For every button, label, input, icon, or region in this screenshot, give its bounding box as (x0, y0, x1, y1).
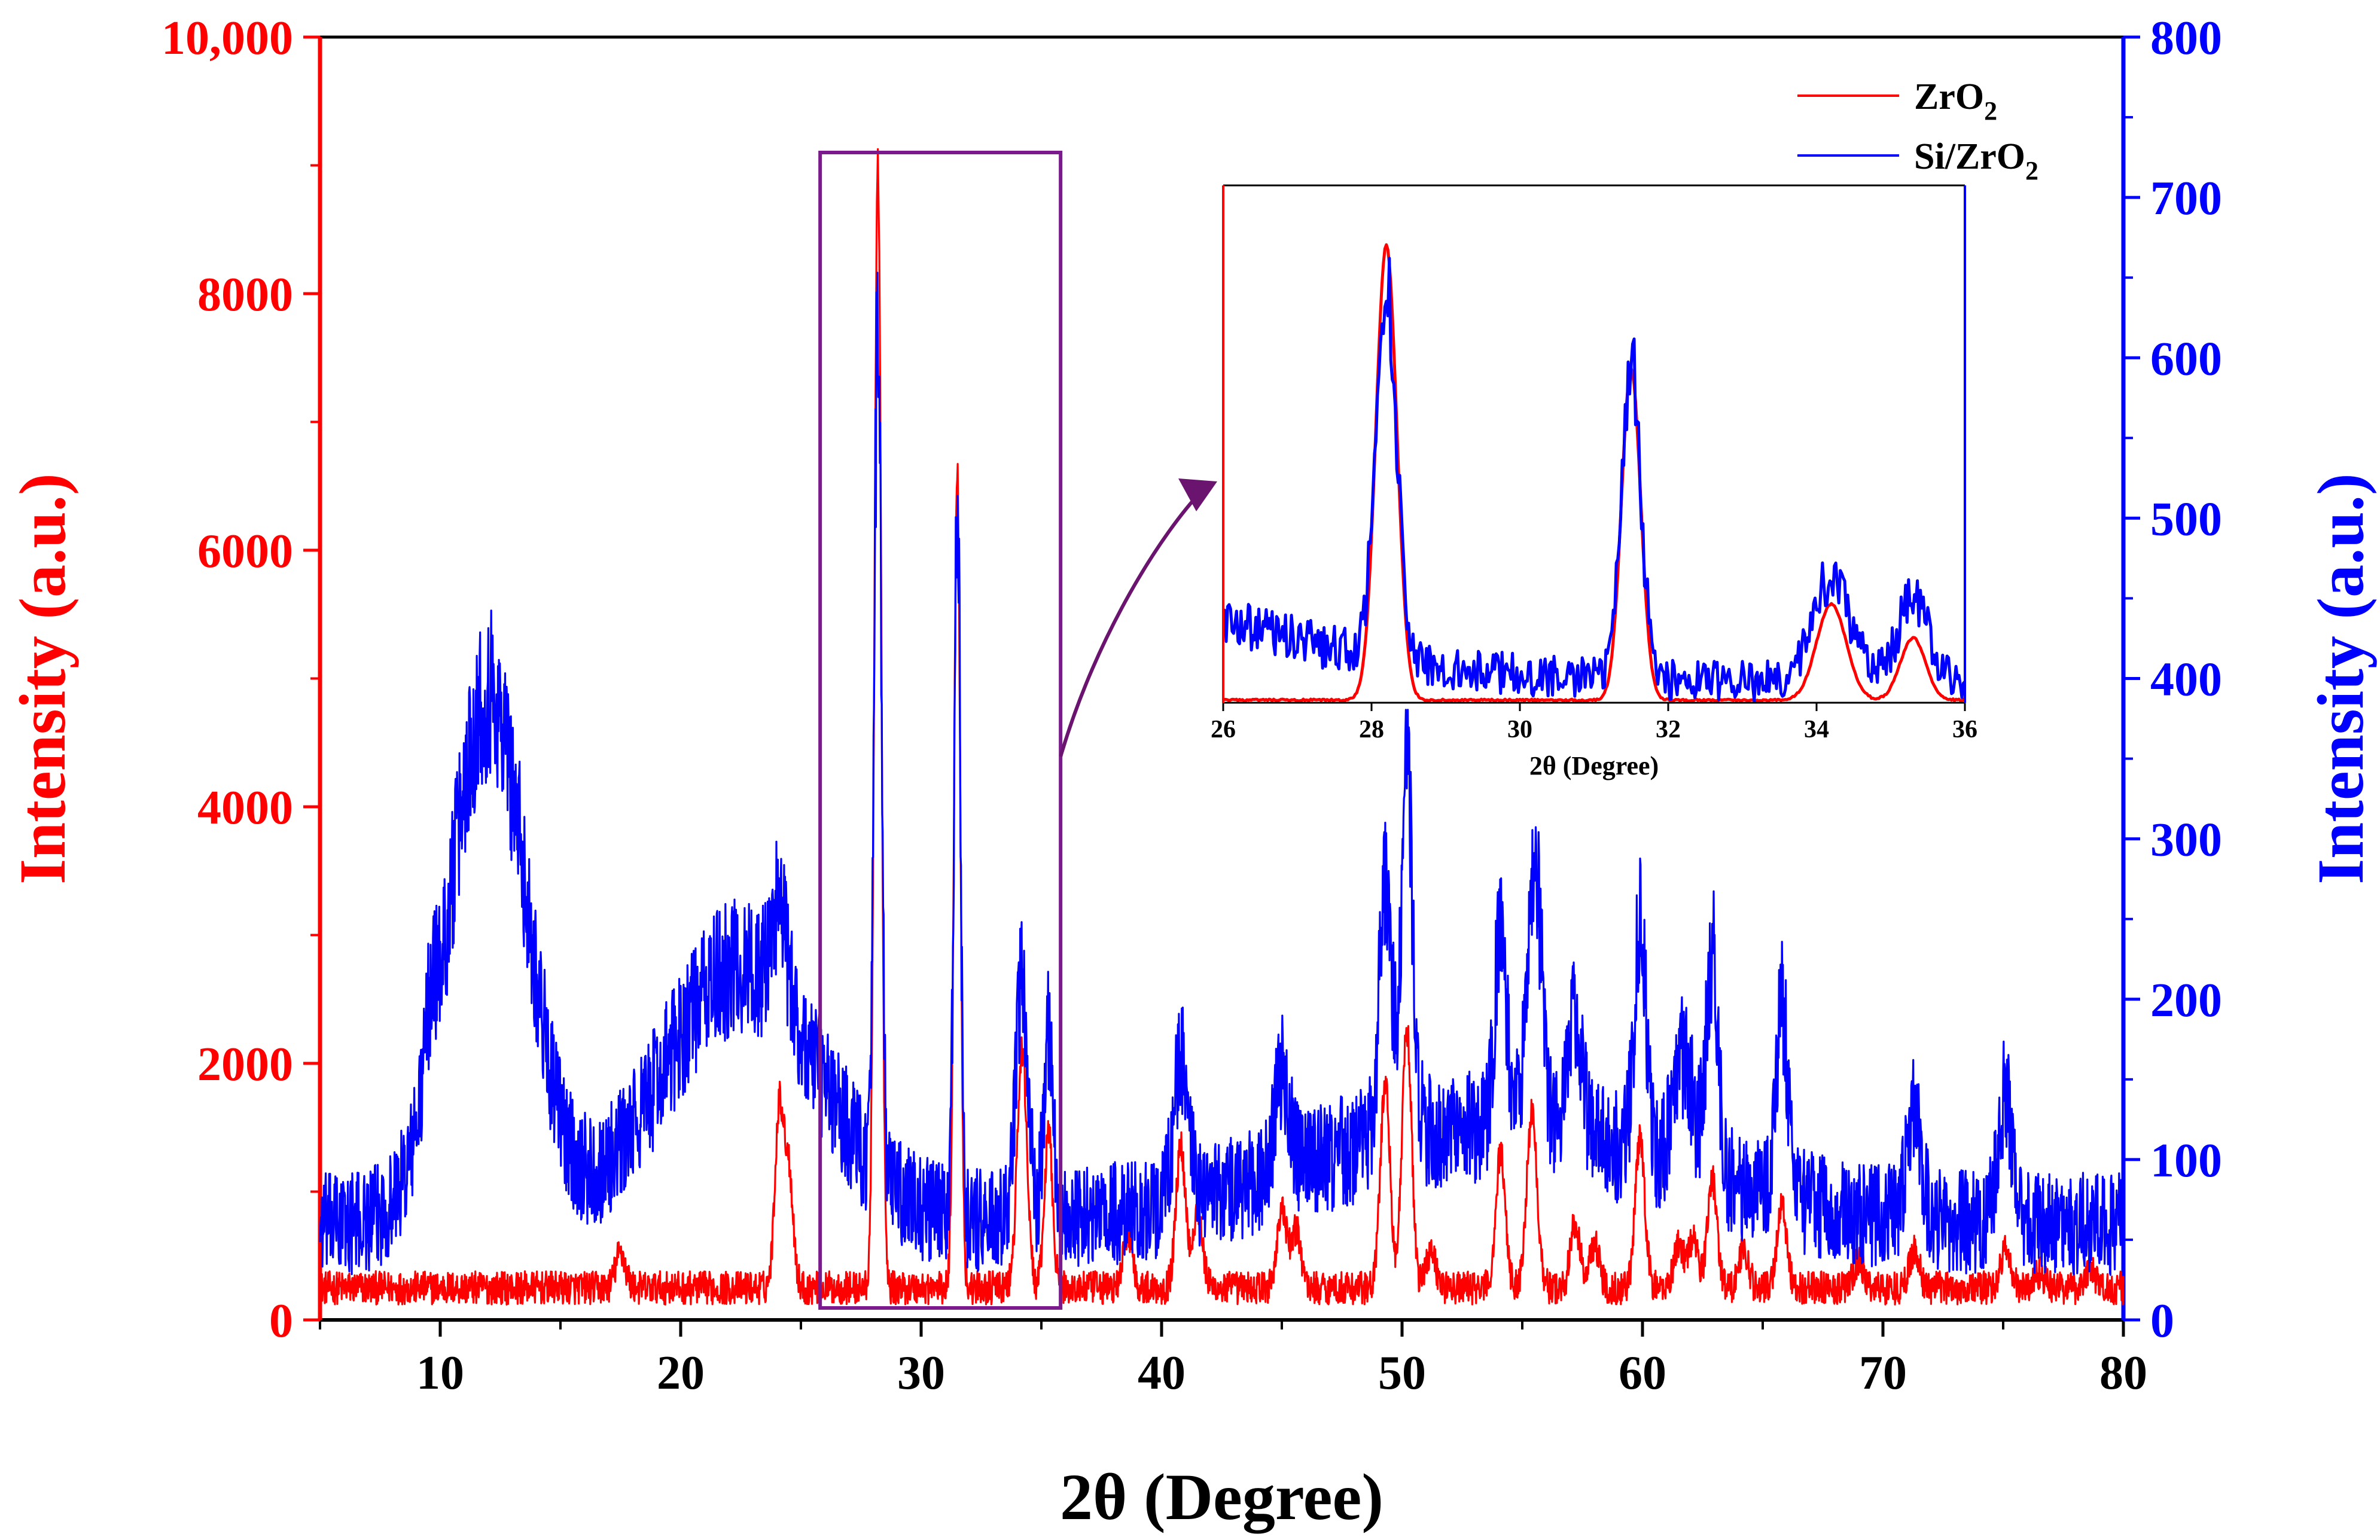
x-tick-label: 50 (1378, 1347, 1426, 1399)
inset-background (1223, 185, 1965, 703)
y-right-tick-label: 0 (2150, 1295, 2174, 1347)
y-left-tick-label: 10,000 (161, 12, 293, 65)
legend-label: ZrO2 (1914, 77, 1997, 126)
zoom-annotation (818, 151, 1217, 1310)
legend-name: Si/ZrO (1914, 136, 2025, 177)
inset-x-tick-label: 34 (1804, 716, 1829, 743)
y-right-tick-label: 700 (2150, 172, 2222, 225)
y-left-axis-title: Intensity (a.u.) (6, 473, 79, 885)
series-line-0 (319, 148, 2125, 1306)
y-right-axis-title: Intensity (a.u.) (2304, 473, 2377, 885)
y-left-tick-label: 2000 (197, 1038, 293, 1091)
legend-subscript: 2 (1984, 96, 1997, 126)
inset-plot: 26 28 30 32 34 36 2θ (Degree) (1211, 184, 1977, 780)
x-axis-title: 2θ (Degree) (1060, 1460, 1383, 1533)
inset-series-line-0 (1223, 243, 1966, 703)
legend-label: Si/ZrO2 (1914, 136, 2038, 185)
zoom-arrow-head (1178, 478, 1217, 511)
y-right-tick-label: 200 (2150, 974, 2222, 1027)
x-tick-label: 30 (897, 1347, 945, 1399)
x-tick-label: 20 (657, 1347, 705, 1399)
inset-x-tick-label: 28 (1359, 716, 1384, 743)
inset-x-tick-label: 32 (1656, 716, 1681, 743)
labels: 10 20 30 40 50 60 70 800200040006000800010,0000… (6, 12, 2377, 1533)
series-line-1 (319, 272, 2125, 1276)
inset-x-tick-label: 26 (1211, 716, 1236, 743)
axes-frame (303, 35, 2140, 1337)
series-layer (319, 148, 2125, 1306)
inset-x-tick-label: 30 (1507, 716, 1532, 743)
y-right-tick-label: 600 (2150, 333, 2222, 385)
x-tick-label: 10 (416, 1347, 464, 1399)
zoom-arrow (1059, 489, 1204, 757)
y-right-tick-label: 300 (2150, 814, 2222, 867)
y-right-tick-label: 800 (2150, 12, 2222, 65)
inset-x-title: 2θ (Degree) (1529, 751, 1659, 780)
x-tick-label: 40 (1138, 1347, 1186, 1399)
legend-subscript: 2 (2025, 156, 2038, 185)
legend-name: ZrO (1914, 77, 1984, 117)
inset-series-line-1 (1221, 257, 1966, 703)
y-right-tick-label: 100 (2150, 1135, 2222, 1187)
y-left-tick-label: 4000 (197, 782, 293, 834)
zoom-box (818, 151, 1063, 1310)
y-left-tick-label: 6000 (197, 525, 293, 578)
x-tick-label: 60 (1619, 1347, 1666, 1399)
y-right-tick-label: 500 (2150, 493, 2222, 545)
x-tick-label: 80 (2099, 1347, 2147, 1399)
inset-x-tick-label: 36 (1952, 716, 1977, 743)
x-tick-label: 70 (1859, 1347, 1907, 1399)
y-left-tick-label: 8000 (197, 269, 293, 321)
y-left-tick-label: 0 (269, 1295, 293, 1347)
y-right-tick-label: 400 (2150, 654, 2222, 706)
